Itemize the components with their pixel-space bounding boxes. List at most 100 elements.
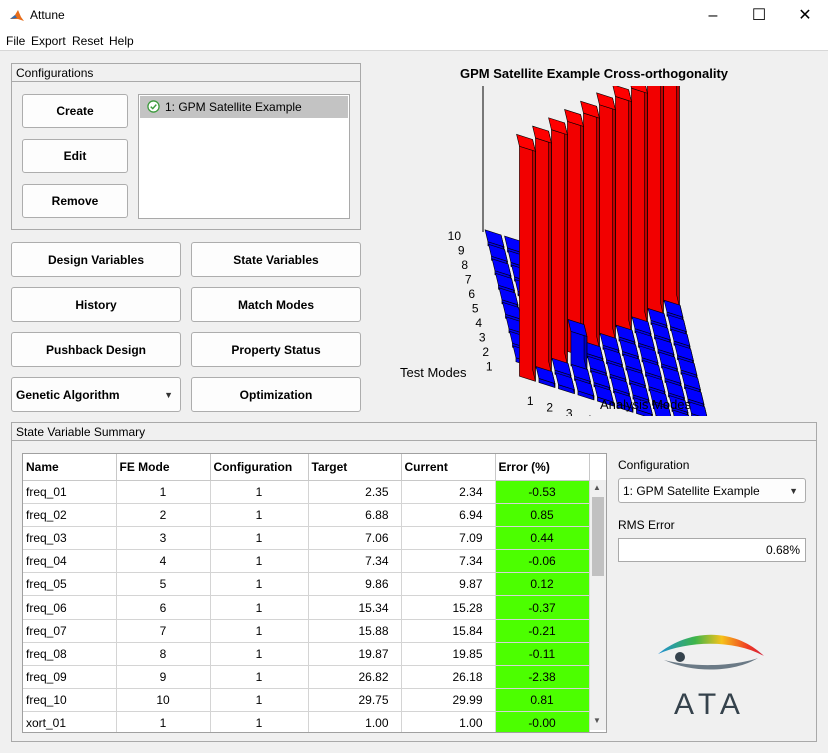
create-button[interactable]: Create — [22, 94, 128, 128]
off-diagonal-bar — [665, 380, 685, 403]
chevron-down-icon: ▼ — [164, 389, 173, 400]
pushback-design-button[interactable]: Pushback Design — [11, 332, 181, 367]
x-tick-label: 3 — [566, 407, 573, 416]
list-item[interactable]: 1: GPM Satellite Example — [140, 96, 348, 118]
scroll-thumb[interactable] — [592, 497, 604, 576]
y-axis-label: Test Modes — [400, 365, 467, 380]
menu-file[interactable]: File — [6, 34, 26, 48]
table-cell: 5 — [116, 572, 211, 597]
bar-side-face — [548, 131, 552, 374]
off-diagonal-bar — [574, 378, 595, 401]
history-button[interactable]: History — [11, 287, 181, 322]
table-row[interactable]: freq_08 8 1 19.87 19.85 -0.11 — [23, 642, 590, 667]
column-header[interactable]: FE Mode — [116, 454, 211, 481]
table-cell: 1 — [210, 526, 309, 551]
table-cell: -0.21 — [495, 619, 590, 643]
column-header[interactable]: Current — [401, 454, 496, 481]
edit-button[interactable]: Edit — [22, 139, 128, 173]
table-cell: 1.00 — [308, 711, 402, 732]
table-cell: 1 — [210, 503, 309, 527]
x-tick-label: 4 — [585, 413, 592, 416]
bar-top-face — [564, 109, 584, 127]
table-row[interactable]: freq_02 2 1 6.88 6.94 0.85 — [23, 503, 590, 527]
chevron-down-icon: ▼ — [789, 485, 798, 496]
state-variables-button[interactable]: State Variables — [191, 242, 361, 277]
table-cell: 15.88 — [308, 619, 402, 643]
bar-top-face — [551, 357, 572, 376]
algorithm-dropdown-label: Genetic Algorithm — [16, 387, 120, 402]
column-header[interactable]: Error (%) — [495, 454, 590, 481]
bar-top-face — [484, 229, 505, 248]
bar-top-face — [647, 308, 668, 326]
table-cell: 19.87 — [308, 642, 402, 667]
bar-top-face — [654, 337, 675, 355]
optimization-button[interactable]: Optimization — [191, 377, 361, 412]
off-diagonal-bar — [652, 403, 672, 416]
table-cell: xort_01 — [23, 711, 117, 732]
menu-reset[interactable]: Reset — [72, 34, 104, 48]
table-row[interactable]: freq_03 3 1 7.06 7.09 0.44 — [23, 526, 590, 551]
rms-error-field: 0.68% — [618, 538, 806, 562]
bar-side-face — [676, 86, 680, 307]
algorithm-dropdown[interactable]: Genetic Algorithm ▼ — [11, 377, 181, 412]
table-cell: 7 — [116, 619, 211, 643]
table-cell: 2 — [116, 503, 211, 527]
bar-top-face — [645, 374, 666, 393]
bar-top-face — [630, 86, 648, 94]
bar-top-face — [622, 353, 643, 372]
table-cell: 2.34 — [401, 480, 496, 504]
bar-top-face — [596, 92, 616, 111]
summary-panel-title: State Variable Summary — [12, 423, 816, 441]
off-diagonal-bar — [567, 319, 588, 372]
property-status-button[interactable]: Property Status — [191, 332, 361, 367]
table-scrollbar[interactable]: ▲ ▼ — [590, 480, 606, 730]
design-variables-button[interactable]: Design Variables — [11, 242, 181, 277]
column-header[interactable]: Configuration — [210, 454, 309, 481]
bar-top-face — [612, 86, 632, 102]
table-cell: 3 — [116, 526, 211, 551]
column-header[interactable]: Name — [23, 454, 117, 481]
table-row[interactable]: freq_05 5 1 9.86 9.87 0.12 — [23, 572, 590, 597]
table-cell: freq_10 — [23, 688, 117, 713]
minimize-icon[interactable]: – — [708, 7, 718, 24]
remove-button[interactable]: Remove — [22, 184, 128, 218]
bar-top-face — [638, 345, 659, 364]
configuration-dropdown[interactable]: 1: GPM Satellite Example ▼ — [618, 478, 806, 503]
column-header[interactable]: Target — [308, 454, 402, 481]
table-row[interactable]: freq_01 1 1 2.35 2.34 -0.53 — [23, 480, 590, 504]
diagonal-bar — [548, 117, 568, 366]
table-cell: 26.82 — [308, 665, 402, 690]
x-axis-label: Analysis Modes — [600, 397, 692, 412]
table-row[interactable]: xort_01 1 1 1.00 1.00 -0.00 — [23, 711, 590, 732]
table-cell: -0.06 — [495, 549, 590, 574]
bar-top-face — [670, 328, 691, 347]
scroll-up-icon[interactable]: ▲ — [593, 483, 601, 492]
configuration-dropdown-value: 1: GPM Satellite Example — [623, 483, 760, 498]
summary-table[interactable]: Name FE Mode Configuration Target Curren… — [22, 453, 607, 733]
close-icon[interactable]: ✕ — [798, 7, 812, 24]
diagonal-bar — [596, 92, 616, 341]
title-bar: Attune – ☐ ✕ — [0, 0, 828, 31]
off-diagonal-bar — [613, 390, 634, 413]
maximize-icon[interactable]: ☐ — [751, 7, 767, 24]
table-row[interactable]: freq_10 10 1 29.75 29.99 0.81 — [23, 688, 590, 713]
match-modes-button[interactable]: Match Modes — [191, 287, 361, 322]
table-cell: 1 — [210, 642, 309, 667]
scroll-down-icon[interactable]: ▼ — [593, 716, 601, 725]
menu-help[interactable]: Help — [109, 34, 134, 48]
table-cell: -0.37 — [495, 595, 590, 620]
menu-export[interactable]: Export — [31, 34, 66, 48]
table-row[interactable]: freq_09 9 1 26.82 26.18 -2.38 — [23, 665, 590, 690]
bar-top-face — [571, 364, 591, 382]
off-diagonal-bar — [674, 343, 694, 366]
table-row[interactable]: freq_07 7 1 15.88 15.84 -0.21 — [23, 619, 590, 643]
bar-top-face — [599, 332, 620, 351]
bar-top-face — [488, 243, 508, 262]
table-cell: 1 — [210, 619, 309, 643]
matlab-app-icon — [9, 8, 25, 24]
configurations-list[interactable]: 1: GPM Satellite Example — [138, 94, 350, 219]
table-cell: 9 — [116, 665, 211, 690]
table-cell: 7.09 — [401, 526, 496, 551]
table-row[interactable]: freq_04 4 1 7.34 7.34 -0.06 — [23, 549, 590, 574]
table-row[interactable]: freq_06 6 1 15.34 15.28 -0.37 — [23, 595, 590, 620]
